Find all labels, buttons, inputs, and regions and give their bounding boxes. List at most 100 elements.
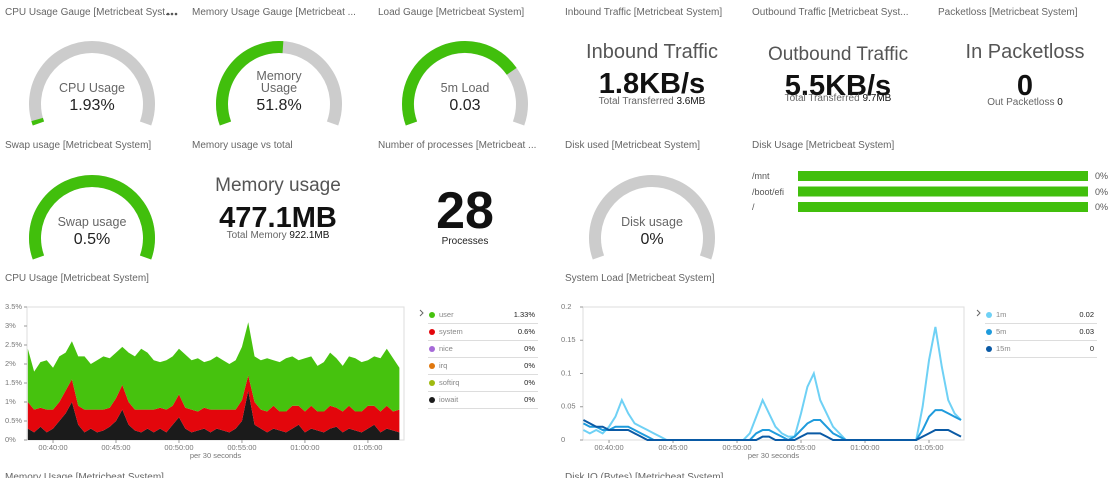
- legend-value: 0%: [524, 378, 535, 387]
- metric-sub: Out Packetloss 0: [935, 97, 1110, 108]
- panel-title: System Load [Metricbeat System]: [565, 273, 715, 284]
- y-tick-label: 0.2: [561, 302, 571, 311]
- legend-swatch: [429, 397, 435, 403]
- metric-value: 0: [1016, 70, 1034, 102]
- legend-value: 0.02: [1079, 310, 1094, 319]
- y-tick-label: 2.5%: [5, 340, 22, 349]
- legend-name: iowait: [439, 395, 459, 404]
- metric-sub: Total Memory 922.1MB: [188, 230, 368, 241]
- metric-value: 1.8KB/s: [598, 68, 706, 100]
- x-tick-label: 00:50:00: [164, 443, 193, 452]
- gauge-fill: [216, 41, 284, 126]
- x-tick-label: 00:55:00: [786, 443, 815, 452]
- legend-toggle: [419, 309, 424, 317]
- gauge-track: [29, 41, 155, 126]
- legend-name: 5m: [996, 327, 1006, 336]
- metric-sub-value: 3.6MB: [676, 96, 706, 107]
- y-tick-label: 0%: [5, 435, 16, 444]
- y-tick-label: 0.1: [561, 368, 571, 377]
- legend-swatch: [429, 312, 435, 318]
- gauge-label: Disk usage: [621, 215, 683, 229]
- disk-bar-track: [798, 171, 1088, 181]
- metric-sub-label: Total Transferred: [598, 96, 674, 107]
- metric-sub-label: Out Packetloss: [987, 97, 1055, 108]
- y-tick-label: 0.05: [561, 402, 576, 411]
- legend-swatch: [986, 329, 992, 335]
- legend-name: system: [439, 327, 463, 336]
- metric-sub-value: 9.7MB: [862, 93, 892, 104]
- metric-value: 5.5KB/s: [784, 70, 892, 102]
- x-axis-label: per 30 seconds: [748, 451, 800, 460]
- legend-swatch: [429, 329, 435, 335]
- gauge-label: CPU Usage: [59, 81, 125, 95]
- stacked-area: [27, 390, 400, 440]
- x-tick-label: 00:50:00: [722, 443, 751, 452]
- x-tick-label: 00:45:00: [658, 443, 687, 452]
- legend-value: 0%: [524, 361, 535, 370]
- metric-label: Inbound Traffic: [586, 41, 718, 63]
- panel-menu-icon[interactable]: [166, 12, 178, 16]
- legend-name: user: [439, 310, 454, 319]
- legend-name: irq: [439, 361, 447, 370]
- stacked-area: [27, 322, 400, 412]
- y-tick-label: 0: [561, 435, 565, 444]
- gauge-fill: [31, 117, 45, 126]
- gauge-label: 5m Load: [440, 81, 490, 95]
- legend-value: 0%: [524, 344, 535, 353]
- metric-sub: Total Transferred 9.7MB: [748, 93, 928, 104]
- panel-title: Memory Usage Gauge [Metricbeat ...: [192, 7, 356, 18]
- legend-value: 0: [1090, 344, 1094, 353]
- line-series: [582, 326, 962, 441]
- y-tick-label: 0.15: [561, 335, 576, 344]
- panel-title: CPU Usage Gauge [Metricbeat Syst...: [5, 7, 174, 18]
- legend-value: 1.33%: [514, 310, 536, 319]
- x-tick-label: 00:55:00: [227, 443, 256, 452]
- y-tick-label: 3.5%: [5, 302, 22, 311]
- legend-swatch: [429, 380, 435, 386]
- gauge-fill: [402, 41, 517, 126]
- y-tick-label: 1%: [5, 397, 16, 406]
- panel-title: Disk IO (Bytes) [Metricbeat System]: [565, 472, 724, 478]
- panel-title: Packetloss [Metricbeat System]: [938, 7, 1078, 18]
- legend-name: softirq: [439, 378, 459, 387]
- metric-label: Outbound Traffic: [767, 44, 909, 65]
- gauge-value: 0.5%: [73, 231, 111, 248]
- panel-title: Number of processes [Metricbeat ...: [378, 140, 537, 151]
- gauge-fill: [29, 175, 155, 260]
- plot-area: [582, 326, 962, 442]
- line-series: [582, 419, 962, 441]
- gauge-value: 51.8%: [256, 97, 302, 114]
- legend-value: 0.03: [1079, 327, 1094, 336]
- disk-value: 0%: [1095, 171, 1109, 181]
- legend-value: 0.6%: [518, 327, 535, 336]
- panel-title: Memory usage vs total: [192, 140, 293, 151]
- menu-dot: [166, 12, 170, 16]
- gauge-label: Memory Usage: [256, 69, 302, 95]
- metric-sub: Total Transferred 3.6MB: [562, 96, 742, 107]
- metric-sub-label: Total Memory: [226, 230, 287, 241]
- panel-title: Disk used [Metricbeat System]: [565, 140, 701, 151]
- gauge-label: Swap usage: [57, 215, 127, 229]
- metric-sub-label: Total Transferred: [784, 93, 860, 104]
- legend-toggle: [976, 309, 981, 317]
- disk-label: /mnt: [752, 171, 770, 181]
- panel-title: Inbound Traffic [Metricbeat System]: [565, 7, 723, 18]
- y-tick-label: 1.5%: [5, 378, 22, 387]
- legend-swatch: [986, 346, 992, 352]
- y-tick-label: 2%: [5, 359, 16, 368]
- metric-sub-value: 922.1MB: [289, 230, 330, 241]
- metric-label: In Packetloss: [965, 41, 1085, 63]
- gauge-value: 0.03: [449, 97, 481, 114]
- x-tick-label: 01:05:00: [914, 443, 943, 452]
- menu-dot: [170, 12, 174, 16]
- metric-sub-value: 0: [1057, 97, 1063, 108]
- legend-name: nice: [439, 344, 453, 353]
- process-count: 28: [436, 182, 494, 240]
- disk-bar-track: [798, 186, 1088, 197]
- panel-title: Disk Usage [Metricbeat System]: [752, 140, 895, 151]
- metric-label: Memory usage: [215, 175, 341, 196]
- legend-name: 15m: [996, 344, 1011, 353]
- gauge-track: [589, 175, 715, 260]
- panel-title: Outbound Traffic [Metricbeat Syst...: [752, 7, 909, 18]
